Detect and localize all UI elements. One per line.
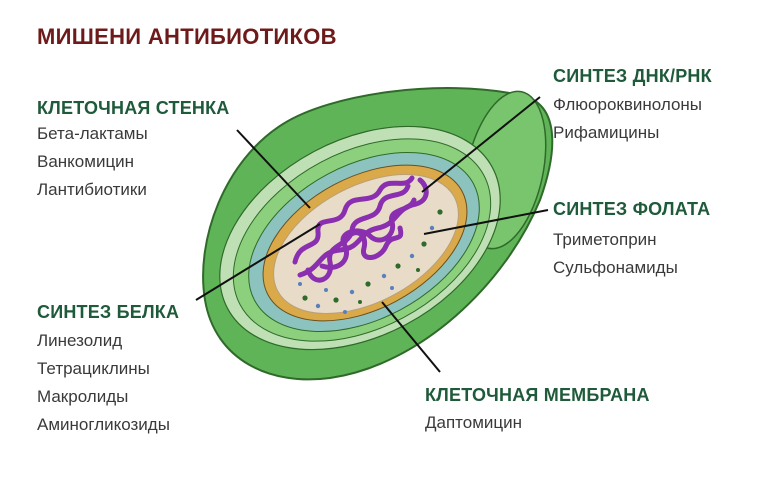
folate-list: Триметоприн Сульфонамиды bbox=[553, 226, 678, 282]
folate-heading: СИНТЕЗ ФОЛАТА bbox=[553, 199, 711, 219]
list-item: Лантибиотики bbox=[37, 180, 147, 199]
protein-pointer bbox=[195, 223, 321, 301]
ribosomes bbox=[298, 209, 443, 314]
list-item: Ванкомицин bbox=[37, 152, 135, 171]
cell-wall-heading: КЛЕТОЧНАЯ СТЕНКА bbox=[37, 98, 230, 118]
protein-list: Линезолид Тетрациклины Макролиды Аминогл… bbox=[37, 327, 170, 439]
list-item: Макролиды bbox=[37, 387, 129, 406]
membrane-pointer bbox=[381, 301, 441, 373]
dna-rna-pointer bbox=[421, 96, 541, 193]
protein-heading: СИНТЕЗ БЕЛКА bbox=[37, 302, 180, 322]
list-item: Даптомицин bbox=[425, 413, 523, 432]
pointer-lines bbox=[195, 96, 549, 373]
list-item: Рифамицины bbox=[553, 123, 660, 142]
cell-wall-pointer bbox=[236, 129, 311, 209]
folate-pointer bbox=[423, 209, 549, 235]
list-item: Линезолид bbox=[37, 331, 123, 350]
cell-wall-list: Бета-лактамы Ванкомицин Лантибиотики bbox=[37, 120, 148, 204]
list-item: Флюороквинолоны bbox=[553, 95, 702, 114]
membrane-heading: КЛЕТОЧНАЯ МЕМБРАНА bbox=[425, 385, 650, 405]
list-item: Триметоприн bbox=[553, 230, 657, 249]
dna-rna-heading: СИНТЕЗ ДНК/РНК bbox=[553, 66, 712, 86]
dna-rna-list: Флюороквинолоны Рифамицины bbox=[553, 91, 702, 147]
list-item: Сульфонамиды bbox=[553, 258, 678, 277]
list-item: Тетрациклины bbox=[37, 359, 150, 378]
list-item: Бета-лактамы bbox=[37, 124, 148, 143]
membrane-list: Даптомицин bbox=[425, 409, 522, 437]
list-item: Аминогликозиды bbox=[37, 415, 170, 434]
page-title: МИШЕНИ АНТИБИОТИКОВ bbox=[37, 24, 337, 49]
nucleoid bbox=[292, 175, 429, 283]
